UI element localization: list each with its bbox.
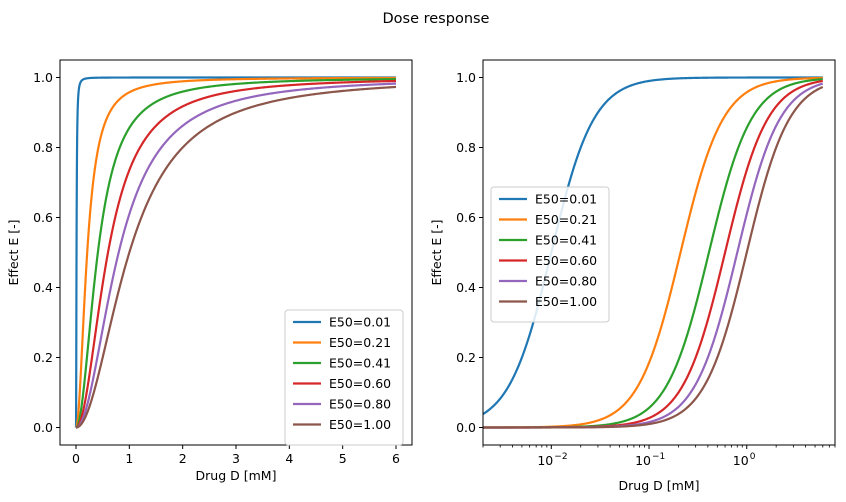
legend-box [490,186,610,323]
y-tick-label: 0.4 [456,280,476,295]
legend-box [284,309,404,446]
series-line-E50=0.60 [75,79,397,429]
x-axis-label: Drug D [mM] [196,468,277,483]
y-tick-label: 0.4 [33,280,53,295]
y-tick-label: 0.2 [33,350,53,365]
legend-label: E50=1.00 [329,417,391,432]
y-tick-label: 1.0 [33,70,53,85]
series-line-E50=0.41 [75,78,397,429]
y-tick-label: 0.0 [456,420,476,435]
series-line-E50=1.00 [75,85,397,429]
x-tick-exponent: 0 [750,452,756,462]
figure-title: Dose response [383,11,490,27]
x-axis-label: Drug D [mM] [619,478,700,493]
legend-label: E50=0.60 [535,253,597,268]
y-tick-label: 1.0 [456,70,476,85]
axes-frame [482,59,836,446]
x-tick-label: 5 [339,451,347,466]
x-tick-label: 1 [125,451,133,466]
legend-label: E50=0.41 [329,356,391,371]
legend-label: E50=0.01 [329,315,391,330]
series-line-E50=0.21 [75,76,396,429]
x-tick-label: 10 [635,453,651,468]
y-tick-label: 0.8 [33,140,53,155]
legend-label: E50=0.60 [329,376,391,391]
legend-label: E50=0.41 [535,233,597,248]
x-tick-label: 10 [733,453,749,468]
y-tick-label: 0.8 [456,140,476,155]
x-tick-label: 4 [285,451,293,466]
legend-label: E50=0.21 [535,212,597,227]
y-tick-label: 0.6 [33,210,53,225]
legend-label: E50=1.00 [535,294,597,309]
x-tick-exponent: −2 [554,452,567,462]
x-tick-label: 10 [537,453,553,468]
y-tick-label: 0.6 [456,210,476,225]
y-tick-label: 0.2 [456,350,476,365]
y-axis-label: Effect E [-] [429,219,444,285]
series-line-E50=1.00 [483,85,824,429]
y-axis-label: Effect E [-] [6,219,21,285]
x-tick-label: 0 [72,451,80,466]
y-tick-label: 0.0 [33,420,53,435]
legend-label: E50=0.21 [329,335,391,350]
legend-label: E50=0.01 [535,192,597,207]
series-line-E50=0.80 [75,82,397,429]
x-tick-label: 2 [179,451,187,466]
x-tick-label: 6 [392,451,400,466]
x-tick-exponent: −1 [652,452,665,462]
x-tick-label: 3 [232,451,240,466]
legend-label: E50=0.80 [535,274,597,289]
chart-left: 0.0 0.2 0.4 0.6 0.8 1.0 0 1 2 3 4 5 6 Drug D [mM] Effe… [6,59,413,483]
legend-label: E50=0.80 [329,397,391,412]
